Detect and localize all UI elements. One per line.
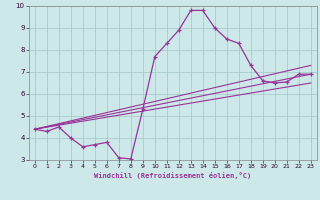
X-axis label: Windchill (Refroidissement éolien,°C): Windchill (Refroidissement éolien,°C) <box>94 172 252 179</box>
